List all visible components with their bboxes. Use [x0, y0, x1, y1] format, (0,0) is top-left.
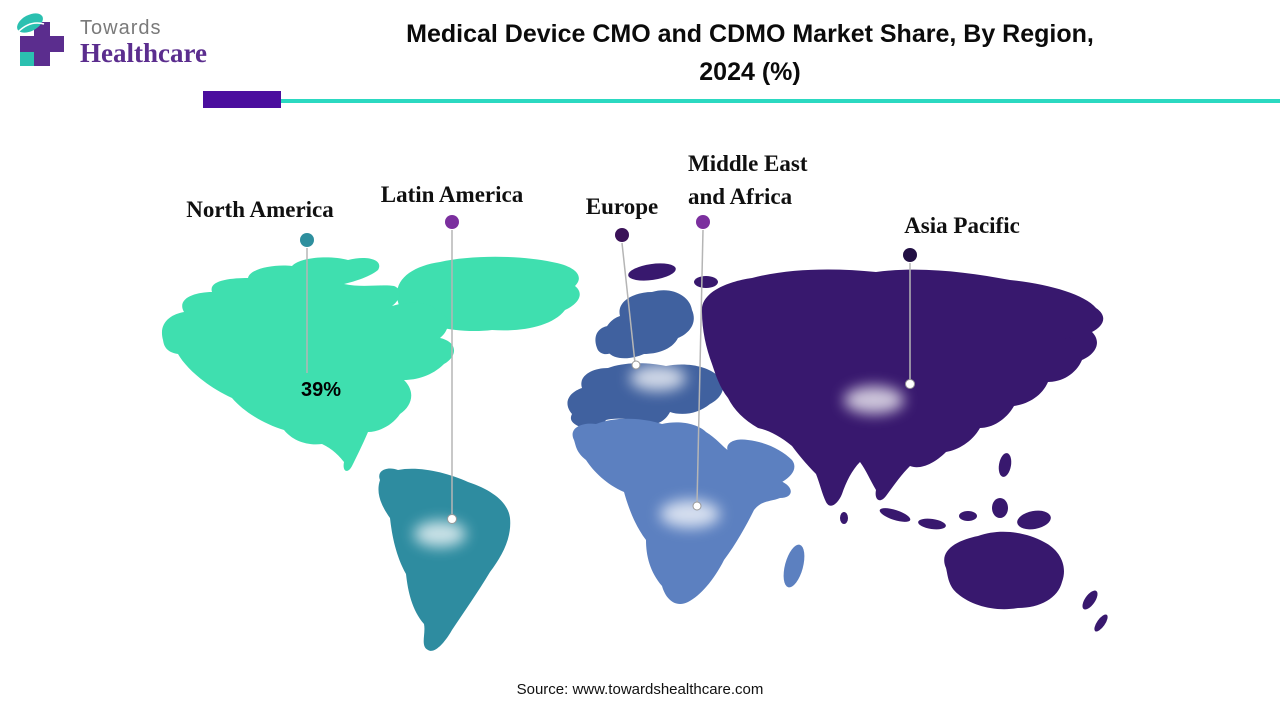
africa-glow — [660, 500, 720, 528]
label-middle-east-africa-line2: and Africa — [688, 183, 793, 209]
chart-title: Medical Device CMO and CDMO Market Share… — [240, 16, 1260, 91]
philippines-shape — [998, 453, 1012, 477]
sri-lanka-shape — [840, 512, 848, 524]
asia-shape — [701, 269, 1104, 506]
scandinavia-shape — [603, 290, 694, 359]
logo-wordmark: Towards Healthcare — [80, 17, 207, 69]
map-anchor-dots — [447, 360, 915, 524]
new-zealand-north-shape — [1082, 590, 1098, 610]
region-latin-america — [378, 468, 511, 651]
source-text: Source: www.towardshealthcare.com — [516, 681, 764, 698]
middle-east-africa-anchor-dot — [692, 501, 702, 511]
asia-glow — [844, 386, 904, 414]
label-europe: Europe — [585, 194, 659, 219]
europe-marker-dot — [615, 228, 629, 242]
logo-cross-leaf-icon — [17, 13, 64, 66]
new-guinea-shape — [1017, 510, 1051, 530]
label-middle-east-africa: Middle East and Africa — [688, 148, 807, 213]
brand-logo: Towards Healthcare — [12, 12, 207, 74]
europe-glow — [630, 365, 686, 391]
region-asia-pacific — [628, 263, 1108, 632]
header-rule-purple-block — [203, 91, 281, 108]
logo-word-healthcare: Healthcare — [80, 38, 207, 69]
europe-anchor-dot — [631, 360, 641, 370]
header-rule-teal-line — [203, 99, 1280, 103]
sulawesi-shape — [959, 511, 977, 521]
australia-shape — [944, 531, 1064, 610]
arabia-shape — [727, 439, 795, 491]
label-north-america: North America — [186, 197, 334, 222]
new-zealand-south-shape — [1094, 614, 1108, 632]
south-america-shape — [378, 468, 511, 651]
middle-east-africa-marker-dot — [696, 215, 710, 229]
map-glow-highlights — [414, 365, 904, 547]
latin-america-anchor-dot — [447, 514, 457, 524]
asia-pacific-anchor-dot — [905, 379, 915, 389]
label-latin-america: Latin America — [380, 182, 524, 207]
madagascar-shape — [783, 544, 805, 588]
svalbard-shape — [628, 263, 676, 281]
europe-leader-line — [621, 242, 636, 364]
north-america-value-label: 39% — [301, 379, 342, 401]
middle-east-africa-leader-line — [696, 229, 704, 505]
label-middle-east-africa-line1: Middle East — [688, 151, 808, 176]
leader-lines — [306, 229, 911, 516]
japan-north-shape — [1069, 320, 1081, 340]
greenland-shape — [396, 256, 580, 332]
japan-shape — [1052, 337, 1072, 367]
sumatra-shape — [879, 508, 911, 522]
chart-title-line2: 2024 (%) — [699, 57, 801, 86]
latin-america-marker-dot — [445, 215, 459, 229]
north-america-shape — [161, 257, 455, 471]
label-asia-pacific: Asia Pacific — [904, 213, 1020, 238]
arctic-island-shape — [694, 276, 718, 288]
uk-shape — [595, 325, 618, 355]
chart-title-line1: Medical Device CMO and CDMO Market Share… — [406, 20, 1094, 48]
header-rule — [203, 91, 1280, 108]
south-america-glow — [414, 521, 466, 547]
logo-word-towards: Towards — [80, 17, 162, 40]
java-shape — [918, 518, 946, 530]
region-north-america — [161, 256, 580, 471]
borneo-shape — [992, 498, 1008, 518]
north-america-marker-dot — [300, 233, 314, 247]
asia-pacific-marker-dot — [903, 248, 917, 262]
